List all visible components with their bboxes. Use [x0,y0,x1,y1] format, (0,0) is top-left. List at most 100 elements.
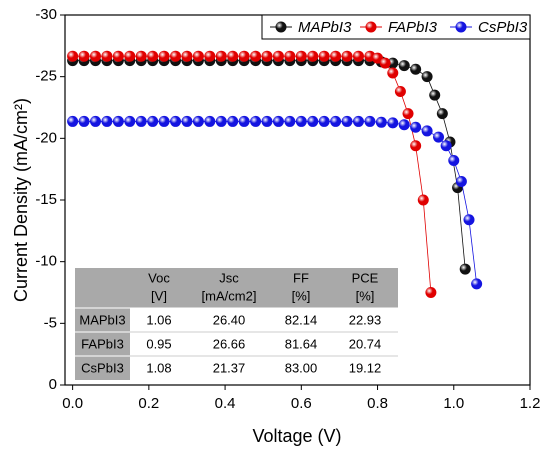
point [440,140,452,152]
x-tick-label: 1.2 [520,395,541,412]
table-column: FF [293,270,309,285]
x-tick-label: 1.0 [443,395,464,412]
point [250,50,262,62]
point [181,115,193,127]
y-tick-label: -5 [44,314,57,331]
point [341,50,353,62]
table-cell: 83.00 [285,360,318,375]
point [402,108,414,120]
point [124,115,136,127]
table-cell: 1.06 [146,312,171,327]
point [307,50,319,62]
point [295,50,307,62]
point [425,287,437,298]
point [398,60,410,72]
point [215,115,227,127]
point [238,115,250,127]
point [261,115,273,127]
point [147,50,159,62]
table-unit: [%] [356,288,375,303]
point [250,115,262,127]
legend-label: FAPbI3 [388,19,438,36]
x-tick-label: 0.6 [291,395,312,412]
point [421,125,433,137]
table-cell: FAPbI3 [81,336,124,351]
point [272,50,284,62]
point [112,115,124,127]
table-cell: CsPbI3 [81,360,124,375]
point [330,115,342,127]
point [147,115,159,127]
point [459,263,471,275]
point [227,115,239,127]
point [170,50,182,62]
point [318,115,330,127]
legend-marker [275,21,287,33]
point [330,50,342,62]
point [387,117,399,129]
point [463,214,475,226]
series-line [72,60,466,270]
point [101,115,113,127]
table-cell: 81.64 [285,336,318,351]
table-unit: [mA/cm2] [202,288,257,303]
point [295,115,307,127]
point [192,115,204,127]
point [394,85,406,97]
point [375,116,387,128]
point [417,194,429,206]
legend-marker [365,21,377,33]
point [215,50,227,62]
table-cell: 1.08 [146,360,171,375]
point [341,115,353,127]
point [307,115,319,127]
point [410,121,422,133]
point [238,50,250,62]
point [284,50,296,62]
point [170,115,182,127]
point [101,50,113,62]
y-tick-label: -10 [35,253,57,270]
table-cell: 21.37 [213,360,246,375]
table-cell: 20.74 [349,336,382,351]
point [112,50,124,62]
table-cell: 26.40 [213,312,246,327]
table-cell: 19.12 [349,360,382,375]
point [398,119,410,131]
point [352,50,364,62]
table-cell: 82.14 [285,312,318,327]
point [364,115,376,127]
y-tick-label: -30 [35,6,57,23]
legend-box [261,14,531,40]
point [67,115,79,127]
point [158,50,170,62]
point [387,57,399,69]
point [429,89,441,101]
y-tick-label: -25 [35,68,57,85]
table-unit: [V] [151,288,167,303]
point [67,50,79,62]
table-cell: 22.93 [349,312,382,327]
table-column: Jsc [219,270,239,285]
point [448,155,460,167]
series-line [72,55,432,293]
point [433,131,445,143]
legend-marker [455,21,467,33]
point [261,50,273,62]
legend-label: MAPbI3 [298,19,352,36]
point [318,50,330,62]
x-tick-label: 0.2 [138,395,159,412]
point [89,50,101,62]
point [471,278,483,290]
legend-label: CsPbI3 [478,19,528,36]
point [379,57,391,69]
point [124,50,136,62]
table-cell: 26.66 [213,336,246,351]
point [421,71,433,83]
table-label-bg [75,268,130,380]
table-cell: MAPbI3 [79,312,125,327]
point [455,176,467,187]
point [204,115,216,127]
x-axis-label: Voltage (V) [252,426,341,446]
point [284,115,296,127]
